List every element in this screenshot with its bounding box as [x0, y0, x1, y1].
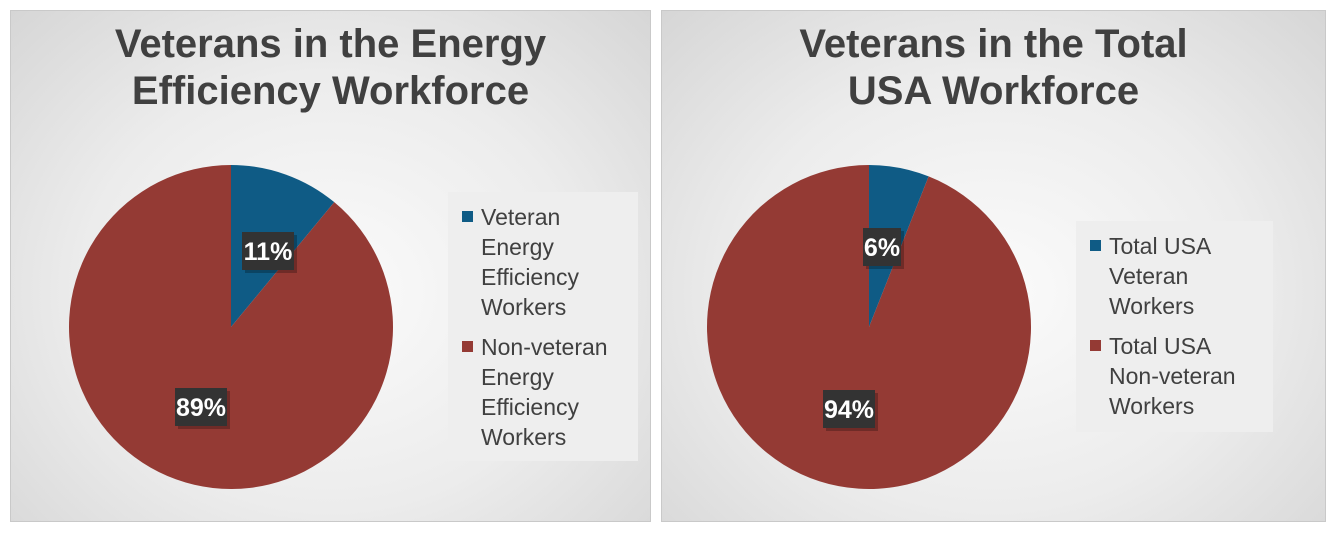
pie-chart: 6% 94%: [707, 165, 1031, 489]
data-label-nonveteran: 89%: [175, 388, 230, 429]
legend-item-nonveteran: Total USA Non-veteran Workers: [1090, 331, 1259, 421]
chart-panel-total-usa: Veterans in the Total USA Workforce 6% 94…: [661, 10, 1326, 522]
data-label-veteran: 6%: [863, 228, 904, 269]
svg-text:94%: 94%: [824, 396, 874, 424]
chart-title: Veterans in the Total USA Workforce: [799, 22, 1188, 113]
legend-item-veteran: Veteran Energy Efficiency Workers: [462, 202, 624, 322]
svg-text:6%: 6%: [864, 234, 900, 262]
legend-label: Total USA Veteran Workers: [1109, 233, 1212, 319]
legend-item-nonveteran: Non-veteran Energy Efficiency Workers: [462, 332, 624, 452]
chart-title: Veterans in the Energy Efficiency Workfo…: [114, 22, 547, 113]
chart-legend: Veteran Energy Efficiency Workers Non-ve…: [448, 192, 638, 461]
legend-swatch-veteran: [462, 211, 473, 222]
svg-text:11%: 11%: [244, 238, 293, 266]
svg-text:89%: 89%: [176, 394, 226, 422]
pie-chart: 11% 89%: [68, 165, 393, 490]
legend-swatch-nonveteran: [462, 341, 473, 352]
pie-slice-nonveteran: [68, 165, 393, 490]
data-label-veteran: 11%: [242, 232, 297, 273]
data-label-nonveteran: 94%: [823, 390, 878, 431]
chart-panel-energy-efficiency: Veterans in the Energy Efficiency Workfo…: [10, 10, 651, 522]
legend-label: Total USA Non-veteran Workers: [1109, 333, 1236, 419]
legend-label: Non-veteran Energy Efficiency Workers: [481, 334, 608, 450]
chart-legend: Total USA Veteran Workers Total USA Non-…: [1076, 221, 1273, 432]
pie-slice-nonveteran: [707, 165, 1031, 489]
legend-label: Veteran Energy Efficiency Workers: [481, 204, 580, 320]
legend-swatch-veteran: [1090, 240, 1101, 251]
legend-swatch-nonveteran: [1090, 340, 1101, 351]
legend-item-veteran: Total USA Veteran Workers: [1090, 231, 1259, 321]
